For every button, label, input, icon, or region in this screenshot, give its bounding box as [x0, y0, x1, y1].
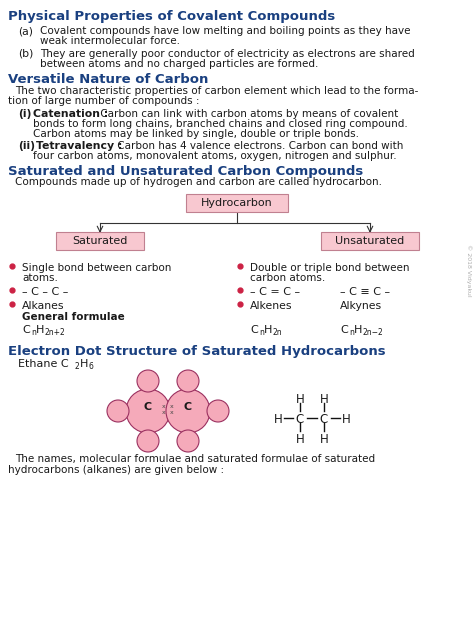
Text: (a): (a) [18, 26, 33, 36]
Circle shape [126, 389, 170, 433]
Text: © 2018 Vidyakul: © 2018 Vidyakul [466, 244, 472, 296]
Text: C: C [296, 413, 304, 426]
Text: ·: · [143, 433, 147, 445]
Circle shape [177, 370, 199, 392]
Circle shape [137, 430, 159, 452]
Text: Ethane C: Ethane C [18, 359, 69, 369]
Text: – C – C –: – C – C – [22, 287, 68, 297]
Text: ·: · [116, 406, 120, 419]
Text: Alkenes: Alkenes [250, 301, 292, 311]
Text: H: H [342, 413, 350, 426]
Text: Compounds made up of hydrogen and carbon are called hydrocarbon.: Compounds made up of hydrogen and carbon… [15, 177, 382, 187]
FancyBboxPatch shape [186, 194, 288, 212]
Text: Versatile Nature of Carbon: Versatile Nature of Carbon [8, 73, 209, 86]
Text: Electron Dot Structure of Saturated Hydrocarbons: Electron Dot Structure of Saturated Hydr… [8, 345, 386, 358]
Text: Saturated and Unsaturated Carbon Compounds: Saturated and Unsaturated Carbon Compoun… [8, 165, 363, 178]
Text: C: C [184, 402, 192, 412]
Text: Catenation :: Catenation : [33, 109, 108, 119]
Text: 2n: 2n [273, 328, 283, 337]
Text: 2n−2: 2n−2 [363, 328, 384, 337]
Text: x: x [162, 403, 166, 408]
Text: Single bond between carbon: Single bond between carbon [22, 263, 172, 273]
Text: Tetravalency :: Tetravalency : [36, 141, 122, 151]
Text: H: H [144, 372, 152, 382]
FancyBboxPatch shape [321, 232, 419, 250]
Text: C: C [320, 413, 328, 426]
Text: C: C [340, 325, 348, 335]
Text: n: n [259, 328, 264, 337]
Text: hydrocarbons (alkanes) are given below :: hydrocarbons (alkanes) are given below : [8, 465, 224, 475]
Text: The names, molecular formulae and saturated formulae of saturated: The names, molecular formulae and satura… [15, 454, 375, 464]
Text: 2: 2 [75, 362, 80, 371]
Text: H: H [214, 402, 222, 412]
Text: Covalent compounds have low melting and boiling points as they have: Covalent compounds have low melting and … [40, 26, 410, 36]
Text: H: H [273, 413, 283, 426]
Text: H: H [319, 393, 328, 406]
Text: ·: · [183, 433, 187, 445]
Text: ·: · [149, 372, 153, 385]
Text: atoms.: atoms. [22, 273, 58, 283]
Text: H: H [114, 402, 122, 412]
Text: H: H [354, 325, 363, 335]
Text: – C ≡ C –: – C ≡ C – [340, 287, 390, 297]
Text: Unsaturated: Unsaturated [336, 236, 405, 246]
Text: They are generally poor conductor of electricity as electrons are shared: They are generally poor conductor of ele… [40, 49, 415, 59]
Text: n: n [349, 328, 354, 337]
FancyBboxPatch shape [56, 232, 144, 250]
Text: C: C [144, 402, 152, 412]
Text: The two characteristic properties of carbon element which lead to the forma-: The two characteristic properties of car… [15, 86, 419, 96]
Text: Saturated: Saturated [73, 236, 128, 246]
Text: H: H [80, 359, 88, 369]
Text: ·: · [216, 406, 220, 419]
Text: (ii): (ii) [18, 141, 35, 151]
Text: bonds to form long chains, branched chains and closed ring compound.: bonds to form long chains, branched chai… [33, 119, 408, 129]
Text: weak intermolecular force.: weak intermolecular force. [40, 36, 180, 46]
Circle shape [207, 400, 229, 422]
Circle shape [107, 400, 129, 422]
Text: Double or triple bond between: Double or triple bond between [250, 263, 410, 273]
Text: H: H [144, 432, 152, 442]
Text: Carbon can link with carbon atoms by means of covalent: Carbon can link with carbon atoms by mea… [97, 109, 398, 119]
Text: carbon atoms.: carbon atoms. [250, 273, 325, 283]
Text: Carbon has 4 valence electrons. Carbon can bond with: Carbon has 4 valence electrons. Carbon c… [114, 141, 403, 151]
Text: – C = C –: – C = C – [250, 287, 300, 297]
Text: C: C [22, 325, 30, 335]
Text: H: H [184, 372, 192, 382]
Circle shape [177, 430, 199, 452]
Text: (b): (b) [18, 49, 33, 59]
Text: 2n+2: 2n+2 [45, 328, 66, 337]
Text: n: n [31, 328, 36, 337]
Text: between atoms and no charged particles are formed.: between atoms and no charged particles a… [40, 59, 319, 69]
Text: H: H [296, 433, 304, 446]
Text: ·: · [143, 372, 147, 385]
Text: ·: · [216, 399, 220, 413]
Text: tion of large number of compounds :: tion of large number of compounds : [8, 96, 200, 106]
Text: x: x [170, 403, 174, 408]
Text: Physical Properties of Covalent Compounds: Physical Properties of Covalent Compound… [8, 10, 335, 23]
Text: Hydrocarbon: Hydrocarbon [201, 198, 273, 208]
Text: Carbon atoms may be linked by single, double or triple bonds.: Carbon atoms may be linked by single, do… [33, 129, 359, 139]
Text: H: H [319, 433, 328, 446]
Text: four carbon atoms, monovalent atoms, oxygen, nitrogen and sulphur.: four carbon atoms, monovalent atoms, oxy… [33, 151, 397, 161]
Circle shape [166, 389, 210, 433]
Circle shape [137, 370, 159, 392]
Text: H: H [184, 432, 192, 442]
Text: (i): (i) [18, 109, 31, 119]
Text: ·: · [116, 399, 120, 413]
Text: H: H [36, 325, 45, 335]
Text: x: x [162, 410, 166, 415]
Text: Alkanes: Alkanes [22, 301, 64, 311]
Text: ·: · [183, 372, 187, 385]
Text: H: H [264, 325, 273, 335]
Text: Alkynes: Alkynes [340, 301, 382, 311]
Text: General formulae: General formulae [22, 312, 125, 322]
Text: 6: 6 [89, 362, 94, 371]
Text: x: x [170, 410, 174, 415]
Text: ·: · [189, 372, 193, 385]
Text: C: C [250, 325, 258, 335]
Text: H: H [296, 393, 304, 406]
Text: ·: · [189, 433, 193, 445]
Text: ·: · [149, 433, 153, 445]
